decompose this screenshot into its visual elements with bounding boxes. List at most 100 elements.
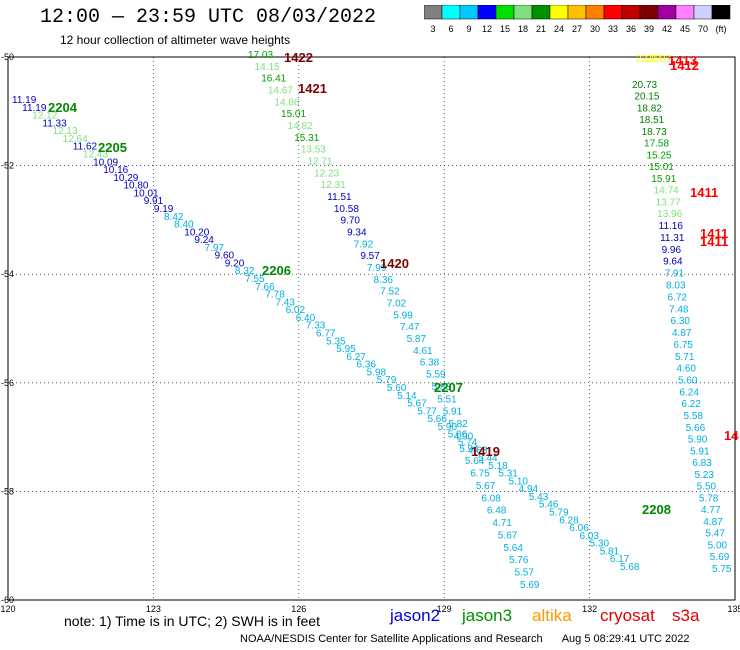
wave-height-reading: 9.19 <box>154 204 174 215</box>
wave-height-reading: 8.32 <box>235 266 255 277</box>
colorbar-label: 45 <box>680 24 690 34</box>
colorbar-label: 12 <box>482 24 492 34</box>
wave-height-reading: 20.73 <box>632 80 657 91</box>
wave-height-reading: 7.97 <box>205 243 225 254</box>
wave-height-reading: 5.50 <box>697 482 717 493</box>
x-tick-label: 135 <box>727 604 740 614</box>
wave-height-reading: 8.40 <box>174 220 194 231</box>
wave-height-reading: 5.90 <box>688 435 708 446</box>
wave-height-reading: 5.30 <box>590 539 610 550</box>
wave-height-reading: 6.72 <box>668 292 688 303</box>
colorbar-swatch <box>603 5 623 20</box>
wave-height-reading: 13.53 <box>301 145 326 156</box>
wave-height-reading: 14.86 <box>274 97 299 108</box>
colorbar-swatch <box>693 5 713 20</box>
plot-frame <box>7 56 736 601</box>
wave-height-reading: 14.82 <box>288 121 313 132</box>
colorbar-swatch <box>513 5 533 20</box>
wave-height-reading: 6.27 <box>346 352 366 363</box>
wave-height-reading: 12.43 <box>83 149 108 160</box>
x-tick-label: 129 <box>437 604 452 614</box>
legend-jason2: jason2 <box>390 606 441 625</box>
wave-height-reading: 6.24 <box>679 387 699 398</box>
wave-height-reading: 8.03 <box>666 280 686 291</box>
colorbar-swatch <box>585 5 605 20</box>
wave-height-reading: 18.51 <box>639 115 664 126</box>
wave-height-reading: 5.86 <box>448 430 468 441</box>
wave-height-reading: 6.22 <box>681 399 701 410</box>
y-tick-label: -52 <box>1 161 14 171</box>
wave-height-reading: 5.68 <box>620 562 640 573</box>
wave-height-reading: 10.01 <box>134 188 159 199</box>
colorbar-swatch <box>441 5 461 20</box>
y-tick-label: -60 <box>1 595 14 605</box>
wave-height-reading: 15.31 <box>294 133 319 144</box>
wave-height-reading: 11.33 <box>42 118 67 129</box>
wave-height-reading: 5.82 <box>448 419 468 430</box>
wave-height-reading: 9.70 <box>340 216 360 227</box>
wave-height-reading: 10.16 <box>103 165 128 176</box>
colorbar-swatch <box>477 5 497 20</box>
colorbar-swatch <box>711 5 731 20</box>
wave-height-reading: 13.77 <box>656 197 681 208</box>
wave-height-reading: 5.67 <box>407 399 427 410</box>
colorbar-swatch <box>549 5 569 20</box>
wave-height-reading: 20.15 <box>634 92 659 103</box>
wave-height-reading: 4.71 <box>492 518 512 529</box>
pass-number-label: 1412 <box>670 58 699 73</box>
wave-height-reading: 13.96 <box>657 209 682 220</box>
wave-height-reading: 5.46 <box>539 500 559 511</box>
wave-height-reading: 10.29 <box>113 173 138 184</box>
wave-height-reading: 5.87 <box>407 334 427 345</box>
wave-height-reading: 11.16 <box>659 221 684 232</box>
wave-height-reading: 4.61 <box>413 346 433 357</box>
wave-height-reading: 5.66 <box>686 423 706 434</box>
wave-height-reading: 9.24 <box>194 235 214 246</box>
wave-height-reading: 5.23 <box>694 470 714 481</box>
wave-height-reading: 5.83 <box>432 382 452 393</box>
wave-height-reading: 6.77 <box>316 329 336 340</box>
colorbar-label: 3 <box>430 24 435 34</box>
wave-height-reading: 5.00 <box>708 540 728 551</box>
wave-height-reading: 5.66 <box>427 414 447 425</box>
wave-height-reading: 5.35 <box>326 336 346 347</box>
colorbar-label: (ft) <box>716 24 727 34</box>
wave-height-reading: 7.48 <box>669 304 689 315</box>
colorbar-label: 27 <box>572 24 582 34</box>
wave-height-reading: 5.98 <box>367 367 387 378</box>
colorbar-label: 42 <box>662 24 672 34</box>
note-text: 1) Time is in UTC; 2) SWH is in feet <box>99 613 320 629</box>
wave-height-reading: 6.83 <box>692 458 712 469</box>
wave-height-reading: 6.40 <box>296 313 316 324</box>
legend-cryosat: cryosat <box>600 606 655 625</box>
y-tick-label: -54 <box>1 269 14 279</box>
wave-height-reading: 6.30 <box>671 316 691 327</box>
colorbar-swatch <box>424 5 443 20</box>
pass-number-label: 2207 <box>434 380 463 395</box>
wave-height-reading: 5.31 <box>498 469 518 480</box>
pass-number-label: 1419 <box>471 444 500 459</box>
colorbar-label: 21 <box>536 24 546 34</box>
wave-height-reading: 8.36 <box>374 275 394 286</box>
legend-jason3: jason3 <box>462 606 513 625</box>
colorbar-label: 9 <box>466 24 471 34</box>
wave-height-reading: 9.64 <box>663 257 683 268</box>
x-tick-label: 132 <box>582 604 597 614</box>
credit-text: NOAA/NESDIS Center for Satellite Applica… <box>240 633 543 645</box>
wave-height-reading: 7.91 <box>665 269 685 280</box>
wave-height-reading: 11.62 <box>73 142 98 153</box>
pass-number-label: 2205 <box>98 140 127 155</box>
wave-height-reading: 6.38 <box>420 358 440 369</box>
wave-height-reading: 20.87 <box>646 54 671 65</box>
pass-number-label: 1420 <box>380 256 409 271</box>
wave-height-reading: 5.60 <box>387 383 407 394</box>
wave-height-reading: 5.18 <box>488 461 508 472</box>
wave-height-reading: 4.77 <box>701 505 721 516</box>
wave-height-reading: 5.99 <box>393 310 413 321</box>
wave-height-reading: 4.90 <box>454 431 474 442</box>
wave-height-reading: 8.42 <box>164 212 184 223</box>
colorbar-label: 6 <box>448 24 453 34</box>
wave-height-reading: 6.02 <box>286 305 306 316</box>
wave-height-reading: 7.47 <box>400 322 420 333</box>
